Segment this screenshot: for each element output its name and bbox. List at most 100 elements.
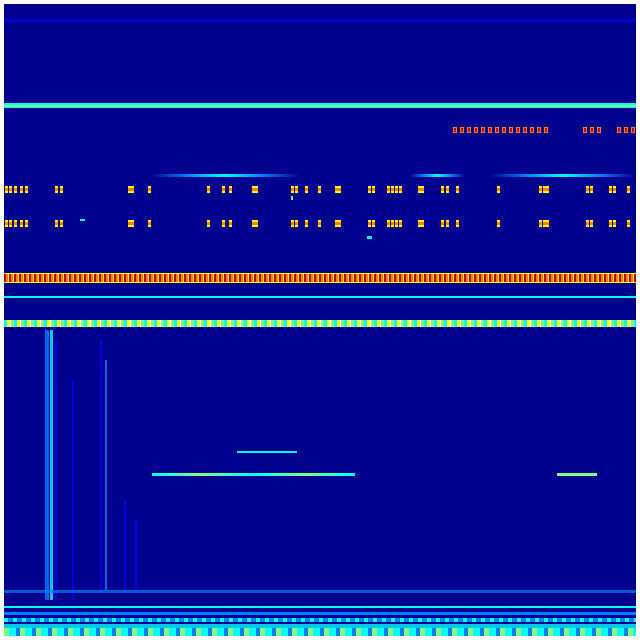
line-segment [557, 473, 597, 476]
vertical-streak [100, 340, 102, 590]
dash-mark [305, 188, 308, 191]
dash-mark [5, 222, 8, 225]
dash-mark [545, 128, 547, 132]
dash-mark [368, 222, 371, 225]
dash-mark [60, 188, 63, 191]
dash-mark [461, 128, 463, 132]
dash-mark [20, 222, 23, 225]
dash-mark [25, 188, 28, 191]
band-cyan [4, 296, 636, 298]
dash-mark [421, 222, 424, 225]
dash-mark [586, 188, 589, 191]
dash-mark [441, 222, 444, 225]
dash-mark [539, 222, 542, 225]
dash-mark [539, 188, 542, 191]
vertical-streak [55, 340, 57, 600]
dash-mark [368, 188, 371, 191]
dash-mark [625, 128, 627, 132]
dash-mark [503, 128, 505, 132]
dash-mark [613, 188, 616, 191]
dash-mark [395, 222, 398, 225]
dash-mark [252, 222, 255, 225]
dash-mark [25, 222, 28, 225]
vertical-streak [72, 380, 74, 600]
dash-mark [543, 188, 546, 191]
dash-mark [546, 222, 549, 225]
vertical-streak [45, 330, 49, 600]
vertical-streak [135, 520, 137, 590]
band-bright-core [4, 105, 636, 107]
vertical-streak [124, 500, 126, 590]
dash-mark [627, 188, 630, 191]
dash-mark [229, 188, 232, 191]
band-bright [4, 103, 636, 105]
dash-mark [446, 222, 449, 225]
dash-mark [591, 128, 593, 132]
dash-mark [222, 222, 225, 225]
band-bottom [4, 618, 636, 622]
dash-mark [20, 188, 23, 191]
dash-mark [207, 222, 210, 225]
dash-mark [531, 128, 533, 132]
band-bottom [4, 624, 636, 628]
dash-mark [305, 222, 308, 225]
dash-mark [14, 222, 17, 225]
band-noise [4, 320, 636, 327]
band-bright [4, 107, 636, 108]
dash-mark [510, 128, 512, 132]
band-bottom [4, 606, 636, 608]
band-red-edge [4, 273, 636, 274]
dash-mark [148, 222, 151, 225]
dash-mark [338, 188, 341, 191]
dash-mark [255, 188, 258, 191]
dash-mark [517, 128, 519, 132]
band-bottom [4, 590, 636, 593]
dash-mark [475, 128, 477, 132]
dash-mark [291, 222, 294, 225]
streak [150, 174, 300, 177]
dash-mark [131, 222, 134, 225]
dash-mark [418, 188, 421, 191]
dash-mark [590, 222, 593, 225]
dash-mark [60, 222, 63, 225]
dash-mark [496, 128, 498, 132]
dash-mark [627, 222, 630, 225]
dash-mark [584, 128, 586, 132]
dash-mark [613, 222, 616, 225]
band-bottom [4, 628, 636, 636]
dash-mark [335, 188, 338, 191]
dash-mark [222, 188, 225, 191]
dash-mark [441, 188, 444, 191]
dash-mark [418, 222, 421, 225]
dash-mark [395, 188, 398, 191]
dot [80, 219, 85, 221]
band-top [4, 19, 636, 22]
dash-mark [468, 128, 470, 132]
band-red-edge [4, 282, 636, 283]
dash-mark [318, 188, 321, 191]
heatmap-canvas [4, 4, 636, 636]
dash-mark [387, 222, 390, 225]
dash-mark [497, 188, 500, 191]
streak [410, 174, 465, 177]
dash-mark [9, 222, 12, 225]
dash-mark [538, 128, 540, 132]
dash-mark [598, 128, 600, 132]
dash-mark [55, 222, 58, 225]
dash-mark [55, 188, 58, 191]
band-red [4, 273, 636, 283]
dash-mark [255, 222, 258, 225]
dash-mark [5, 188, 8, 191]
dash-mark [207, 188, 210, 191]
dash-mark [609, 222, 612, 225]
dash-mark [399, 188, 402, 191]
dash-mark [609, 188, 612, 191]
dash-mark [128, 188, 131, 191]
dash-mark [421, 188, 424, 191]
band-bottom [4, 612, 636, 615]
dash-mark [454, 128, 456, 132]
dash-mark [229, 222, 232, 225]
streak [490, 174, 636, 177]
dash-mark [335, 222, 338, 225]
dash-mark [9, 188, 12, 191]
